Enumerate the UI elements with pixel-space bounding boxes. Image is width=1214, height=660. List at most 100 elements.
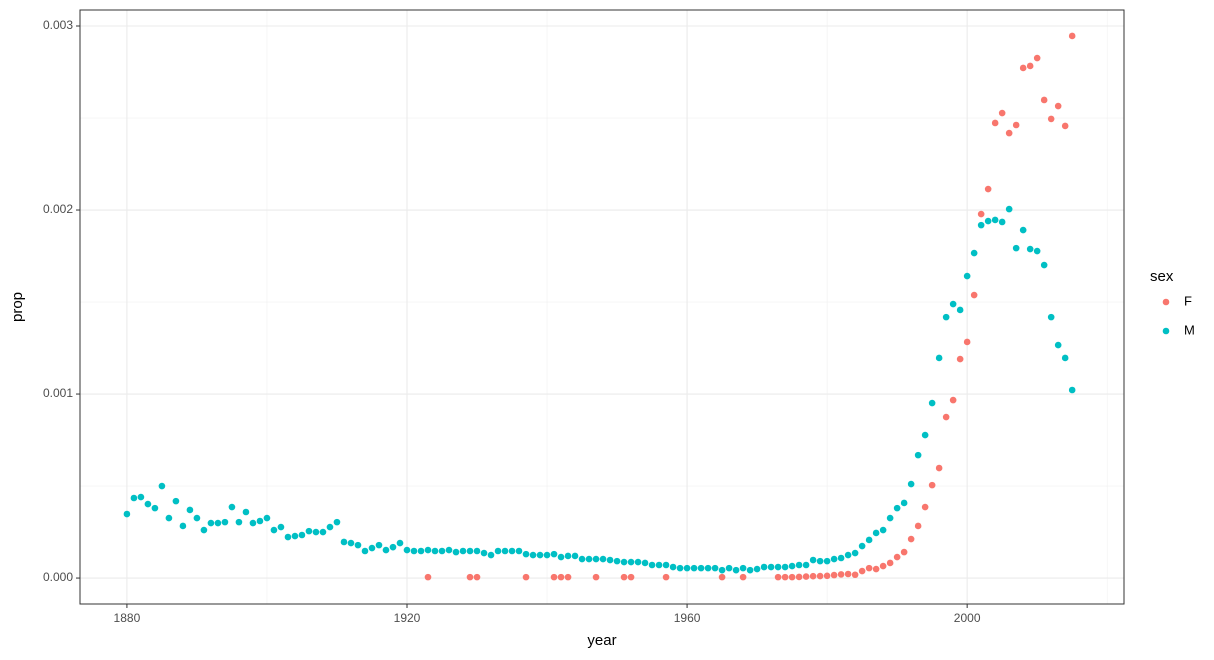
point [963,272,971,280]
point [522,550,530,558]
legend-label: F [1184,293,1192,308]
point [1019,64,1027,72]
point [543,551,551,559]
point [564,552,572,560]
point [368,544,376,552]
y-axis-title: prop [9,292,26,322]
point [347,539,355,547]
point [312,528,320,536]
point [914,451,922,459]
point [417,547,425,555]
point [445,546,453,554]
point [858,567,866,575]
point [1047,313,1055,321]
point [739,564,747,572]
legend-title: sex [1150,268,1174,285]
point [844,551,852,559]
point [886,514,894,522]
point [648,561,656,569]
point [571,552,579,560]
panel-border [79,9,1125,605]
point [816,572,824,580]
point [550,573,558,581]
point [725,564,733,572]
point [683,564,691,572]
point [900,548,908,556]
point [830,571,838,579]
point [424,573,432,581]
point [557,573,565,581]
x-tick-label: 2000 [954,611,981,625]
point [501,547,509,555]
point [1061,354,1069,362]
point [249,519,257,527]
point [403,546,411,554]
point [851,549,859,557]
point [830,555,838,563]
point [963,338,971,346]
point [837,554,845,562]
point [655,561,663,569]
point [627,573,635,581]
point [928,481,936,489]
point [935,354,943,362]
point [473,573,481,581]
point [410,547,418,555]
point [466,573,474,581]
point [641,559,649,567]
point [662,573,670,581]
point [193,514,201,522]
point [515,547,523,555]
point [186,506,194,514]
point [1054,102,1062,110]
point [123,510,131,518]
point [781,573,789,581]
point [879,562,887,570]
y-tick-label: 0.003 [43,18,73,32]
point [942,413,950,421]
point [865,536,873,544]
point [984,185,992,193]
point [1019,226,1027,234]
point [739,573,747,581]
point [991,119,999,127]
point [851,571,859,579]
legend-label: M [1184,322,1195,337]
point [718,566,726,574]
point [151,504,159,512]
point [970,249,978,257]
point [256,517,264,525]
point [823,557,831,565]
point [431,547,439,555]
point [466,547,474,555]
point [774,573,782,581]
point [711,564,719,572]
point [333,518,341,526]
point [837,571,845,578]
point [907,480,915,488]
y-tick-label: 0.002 [43,202,73,216]
point [949,300,957,308]
point [865,564,873,572]
point [1068,32,1076,40]
legend-key [1162,327,1170,335]
point [998,109,1006,117]
point [277,523,285,531]
point [970,291,978,299]
point [690,564,698,572]
point [284,533,292,541]
point [893,553,901,561]
x-tick-label: 1960 [674,611,701,625]
point [480,549,488,557]
point [1061,122,1069,130]
point [998,218,1006,226]
point [452,548,460,556]
point [662,561,670,569]
point [872,529,880,537]
point [1012,121,1020,129]
grid [80,10,1124,604]
point [823,572,831,580]
point [375,541,383,549]
point [802,561,810,569]
point [172,497,180,505]
